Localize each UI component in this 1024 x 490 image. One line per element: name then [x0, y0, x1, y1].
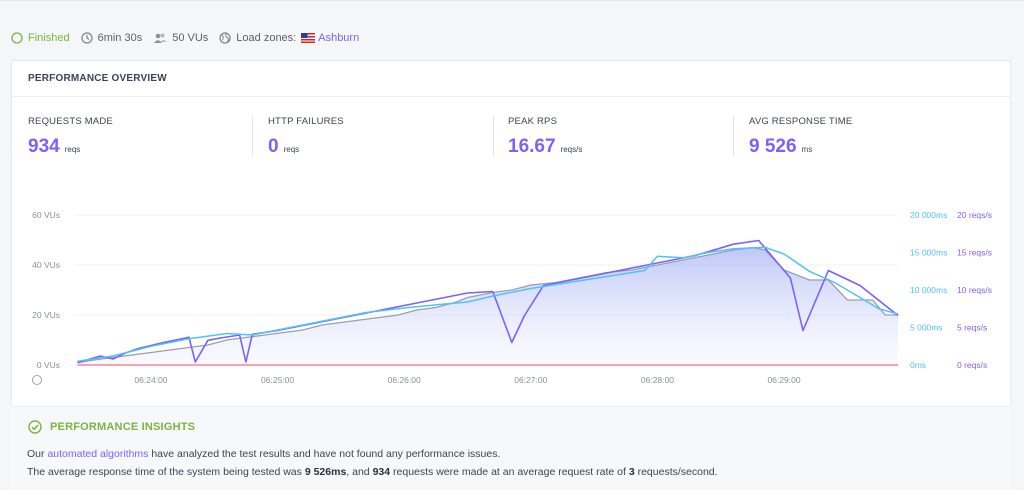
card-header: PERFORMANCE OVERVIEW: [12, 61, 1010, 97]
performance-chart[interactable]: 0 VUs 20 VUs 40 VUs 60 VUs 0ms 5 000ms 10 000m…: [12, 201, 1010, 451]
y-tick-label-rps: 10 reqs/s: [957, 285, 992, 295]
status-load-zones: Load zones: Ashburn: [219, 32, 359, 44]
status-finished: Finished: [11, 32, 70, 44]
globe-icon: [219, 32, 231, 44]
insights-line-2: The average response time of the system …: [27, 466, 718, 478]
metric-unit: ms: [801, 145, 813, 154]
insights-text: requests/second.: [637, 466, 718, 478]
x-tick-label: 06:28:00: [641, 375, 674, 385]
x-tick-label: 06:29:00: [767, 375, 800, 385]
metric-unit: reqs/s: [560, 145, 583, 154]
load-zones-label: Load zones:: [236, 32, 297, 44]
top-divider: [0, 0, 1024, 1]
vus-value: 50 VUs: [172, 32, 209, 44]
metric-unit: reqs: [64, 145, 81, 154]
metric-divider: [733, 116, 734, 156]
series-response-time-line[interactable]: [77, 246, 899, 363]
y-tick-label-ms: 15 000ms: [910, 248, 947, 258]
insights-text: , and: [346, 466, 370, 478]
y-tick-label-ms: 0ms: [910, 360, 926, 370]
finished-circle-icon: [11, 32, 23, 44]
x-tick-label: 06:26:00: [388, 375, 421, 385]
card-title: PERFORMANCE OVERVIEW: [28, 73, 167, 84]
x-tick-label: 06:27:00: [514, 375, 547, 385]
x-tick-label: 06:24:00: [134, 375, 167, 385]
insights-text: Our: [27, 448, 45, 460]
series-request-rate-line[interactable]: [77, 239, 899, 364]
y-tick-label-rps: 20 reqs/s: [957, 210, 992, 220]
avg-response-value: 9 526ms: [304, 466, 347, 478]
requests-count-value: 934: [372, 466, 391, 478]
metric-value: 16.67: [508, 136, 556, 157]
y-tick-label-ms: 10 000ms: [910, 285, 947, 295]
metric-divider: [252, 116, 253, 156]
metric-label: HTTP FAILURES: [268, 116, 344, 127]
metric-peak-rps: PEAK RPS 16.67 reqs/s: [508, 116, 583, 157]
y-tick-label-vus: 60 VUs: [32, 210, 60, 220]
insights-text: The average response time of the system …: [27, 466, 302, 478]
y-tick-label-rps: 15 reqs/s: [957, 248, 992, 258]
insights-title: PERFORMANCE INSIGHTS: [50, 421, 196, 433]
metric-label: REQUESTS MADE: [28, 116, 113, 127]
metric-avg-response-time: AVG RESPONSE TIME 9 526 ms: [749, 116, 853, 157]
y-tick-label-vus: 20 VUs: [32, 310, 60, 320]
insights-text: have analyzed the test results and have …: [151, 448, 501, 460]
metric-divider: [493, 116, 494, 156]
metric-requests-made: REQUESTS MADE 934 reqs: [28, 116, 113, 157]
duration-value: 6min 30s: [97, 32, 143, 44]
metric-value: 934: [28, 136, 60, 157]
insights-text: requests were made at an average request…: [393, 466, 626, 478]
test-status-bar: Finished 6min 30s 50 VUs Load zones: Ash…: [11, 29, 370, 47]
axis-clock-icon: [32, 375, 42, 385]
request-rate-value: 3: [628, 466, 635, 478]
status-label: Finished: [28, 32, 70, 44]
y-tick-label-vus: 0 VUs: [37, 360, 60, 370]
users-icon: [154, 33, 167, 43]
y-tick-label-ms: 5 000ms: [910, 323, 943, 333]
us-flag-icon: [301, 33, 316, 43]
metric-value: 0: [268, 136, 279, 157]
y-tick-label-ms: 20 000ms: [910, 210, 947, 220]
y-tick-label-vus: 40 VUs: [32, 260, 60, 270]
metric-unit: reqs: [283, 145, 300, 154]
automated-algorithms-link[interactable]: automated algorithms: [47, 448, 149, 460]
metric-label: PEAK RPS: [508, 116, 558, 127]
metric-http-failures: HTTP FAILURES 0 reqs: [268, 116, 344, 157]
performance-insights-panel: PERFORMANCE INSIGHTS Our automated algor…: [11, 406, 1011, 490]
insights-header: PERFORMANCE INSIGHTS: [28, 420, 195, 434]
metric-label: AVG RESPONSE TIME: [749, 116, 853, 127]
series-vus-area: [77, 247, 898, 365]
x-tick-label: 06:25:00: [261, 375, 294, 385]
insights-line-1: Our automated algorithms have analyzed t…: [27, 448, 500, 460]
metric-value: 9 526: [749, 136, 797, 157]
status-duration: 6min 30s: [80, 32, 143, 44]
y-tick-label-rps: 5 reqs/s: [957, 323, 987, 333]
check-circle-icon: [28, 420, 42, 434]
clock-icon: [80, 32, 93, 44]
metrics-row: REQUESTS MADE 934 reqs HTTP FAILURES 0 req…: [28, 116, 988, 161]
y-tick-label-rps: 0 reqs/s: [957, 360, 987, 370]
zone-ashburn-link[interactable]: Ashburn: [318, 32, 360, 44]
status-vus: 50 VUs: [153, 32, 208, 44]
